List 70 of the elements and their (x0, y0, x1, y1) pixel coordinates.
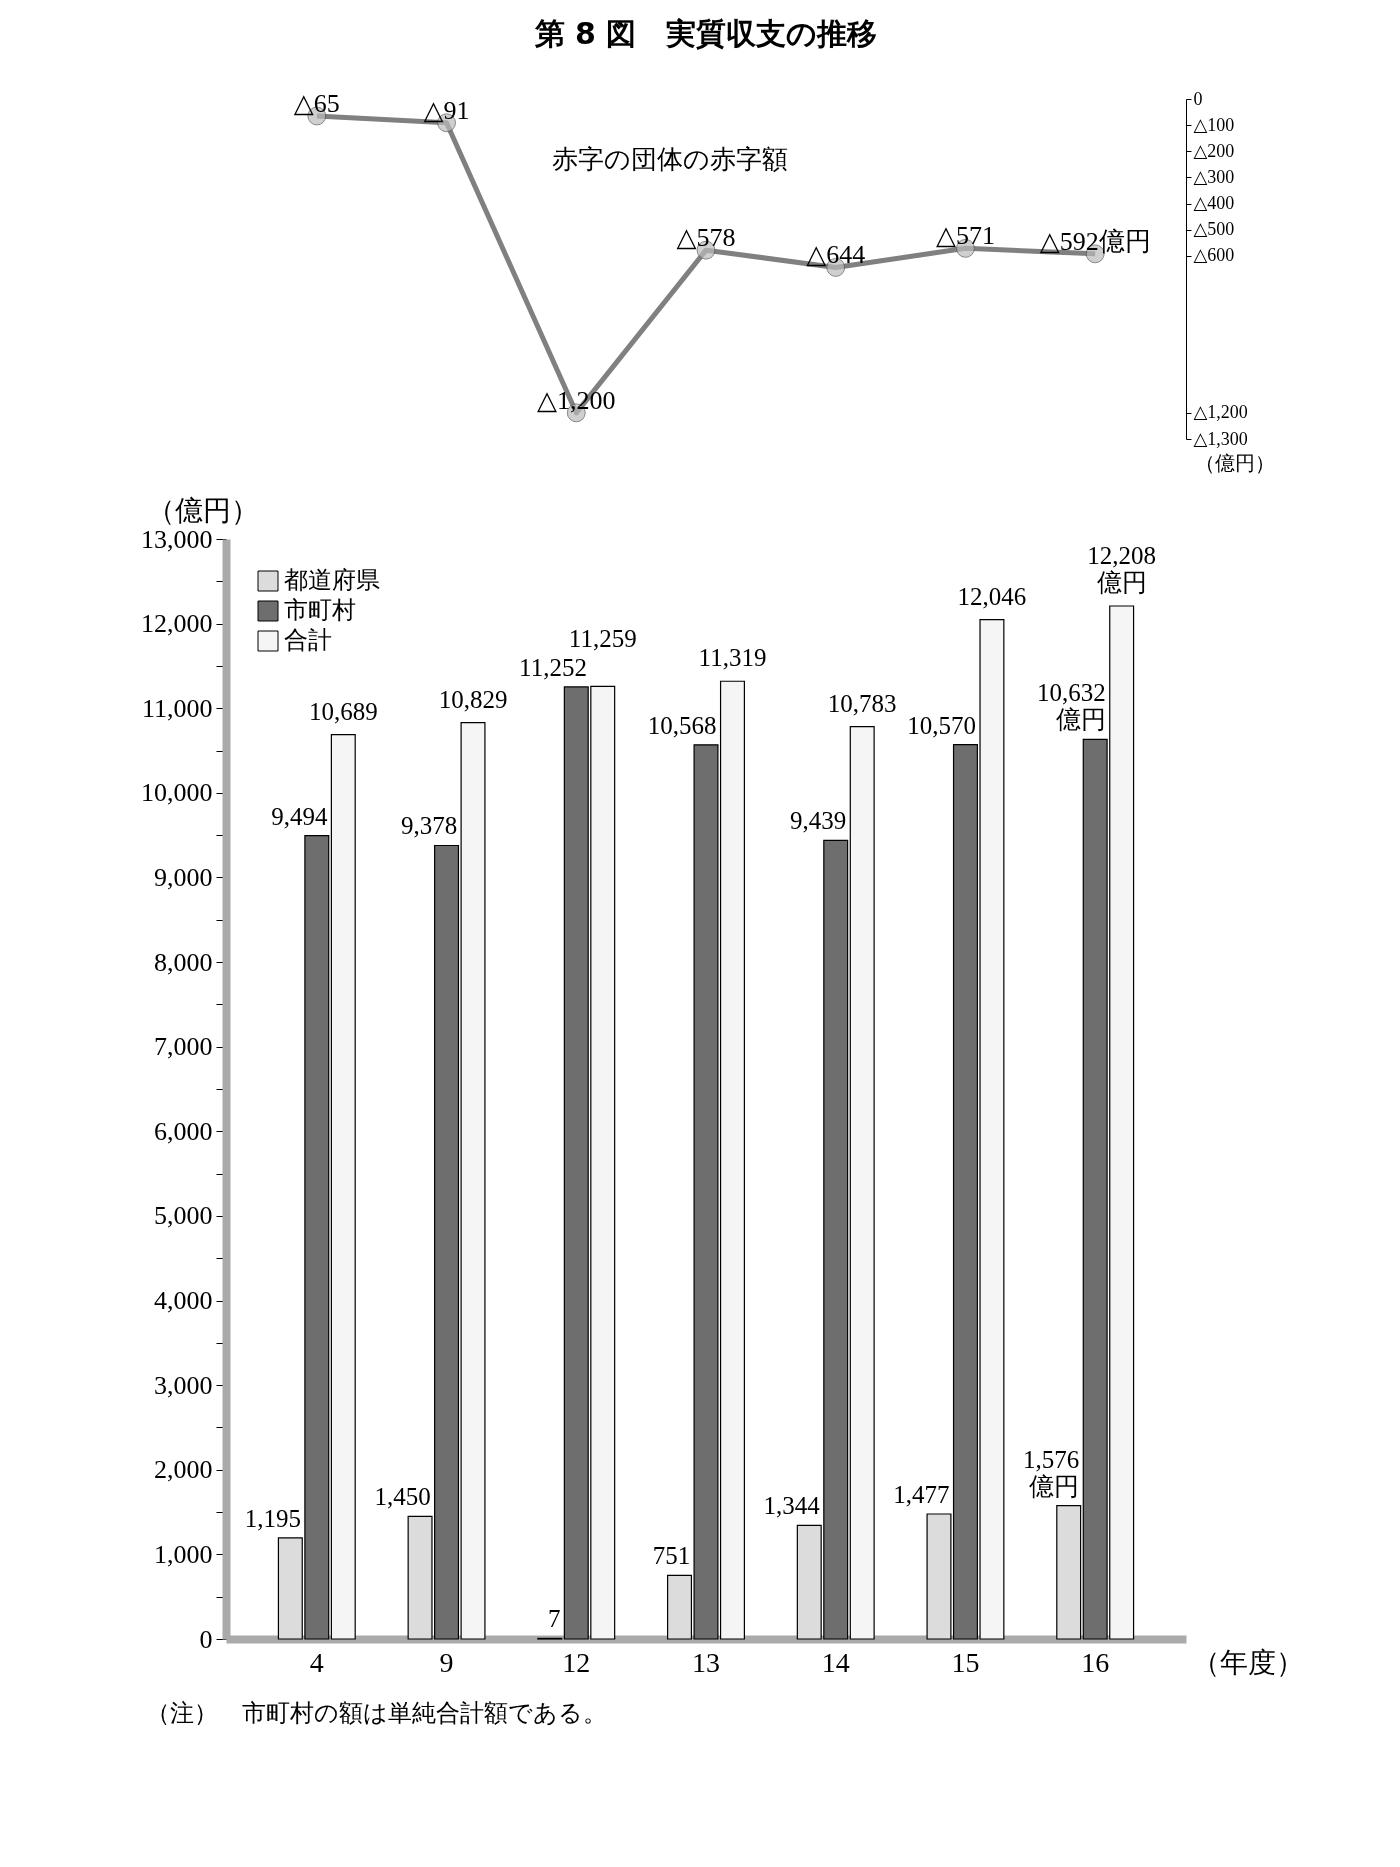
data-label: 12,208 億円 (1087, 542, 1157, 597)
y-tick-label: 10,000 (141, 778, 213, 808)
data-label: 10,568 (647, 711, 717, 739)
y-tick-label: △1,200 (1193, 402, 1248, 423)
x-tick-label: 12 (562, 1646, 591, 1678)
bar (330, 733, 356, 1640)
data-label: △578 (676, 223, 736, 253)
x-axis-title: （年度） (1191, 1646, 1304, 1678)
y-tick-label: 11,000 (141, 693, 213, 723)
y-tick-label: 12,000 (141, 609, 213, 639)
y-axis-title: （億円） (146, 494, 259, 526)
y-tick-label: 4,000 (154, 1286, 213, 1316)
y-tick-label: 6,000 (154, 1116, 213, 1146)
data-label: 10,829 (438, 685, 508, 713)
y-tick-label: 2,000 (154, 1455, 213, 1485)
chart-title: 第 8 図 実質収支の推移 (533, 16, 878, 51)
x-tick-label: 9 (439, 1646, 454, 1678)
y-tick-label: △600 (1193, 245, 1235, 266)
x-tick-label: 4 (309, 1646, 324, 1678)
x-tick-label: 16 (1081, 1646, 1110, 1678)
x-tick-label: 13 (692, 1646, 720, 1678)
y-tick-label: 13,000 (141, 524, 213, 554)
y-tick-label: △1,300 (1193, 428, 1248, 449)
legend-label: 合計 (284, 627, 332, 653)
y-tick-label: △200 (1193, 140, 1235, 161)
data-label: 1,344 (763, 1492, 821, 1520)
y-tick-label: △400 (1193, 193, 1235, 214)
data-label: 10,632 億円 (1037, 679, 1106, 734)
data-label: △1,200 (537, 385, 616, 415)
data-label: 11,252 (519, 653, 587, 681)
data-label: △91 (423, 95, 470, 125)
data-label: 12,046 (957, 582, 1027, 610)
data-label: 9,439 (790, 807, 847, 835)
y-tick-label: 8,000 (154, 947, 213, 977)
data-label: 1,576 億円 (1023, 1445, 1080, 1500)
legend-label: 都道府県 (284, 567, 380, 593)
data-label: 9,378 (400, 812, 458, 840)
y-axis-title: （億円） (1194, 451, 1275, 474)
y-tick-label: △300 (1193, 166, 1235, 187)
x-tick-label: 15 (951, 1646, 980, 1678)
x-tick-label: 14 (821, 1646, 850, 1678)
data-label: 1,195 (244, 1504, 301, 1532)
data-label: △65 (293, 89, 340, 118)
text: （注） 市町村の額は単純合計額である。 (146, 1700, 607, 1726)
y-tick-label: 9,000 (154, 862, 213, 892)
y-tick-label: 0 (199, 1624, 213, 1654)
data-label: 7 (547, 1605, 561, 1633)
data-label: 11,319 (698, 644, 767, 672)
y-tick-label: 5,000 (154, 1201, 213, 1231)
data-label: △571 (935, 221, 995, 251)
y-tick-label: △100 (1193, 114, 1235, 135)
y-tick-label: 7,000 (154, 1032, 213, 1062)
y-tick-label: △500 (1193, 219, 1235, 240)
data-label: 1,450 (374, 1483, 431, 1511)
bar (1056, 1505, 1082, 1640)
legend-label: 市町村 (284, 597, 356, 623)
data-label: 1,477 (893, 1481, 950, 1509)
data-label: △644 (806, 240, 866, 270)
data-label: 10,689 (308, 697, 378, 725)
bar (849, 725, 875, 1640)
y-tick-label: 3,000 (154, 1370, 213, 1400)
data-label: 10,783 (827, 689, 897, 717)
y-tick-label: 1,000 (154, 1539, 213, 1569)
data-label: 9,494 (271, 802, 328, 830)
data-label: 11,259 (568, 625, 637, 653)
data-label: △592億円 (1039, 226, 1151, 256)
y-tick-label: 0 (1193, 88, 1203, 109)
annotation: 赤字の団体の赤字額 (552, 145, 789, 175)
data-label: 751 (652, 1542, 691, 1570)
data-label: 10,570 (907, 711, 977, 739)
